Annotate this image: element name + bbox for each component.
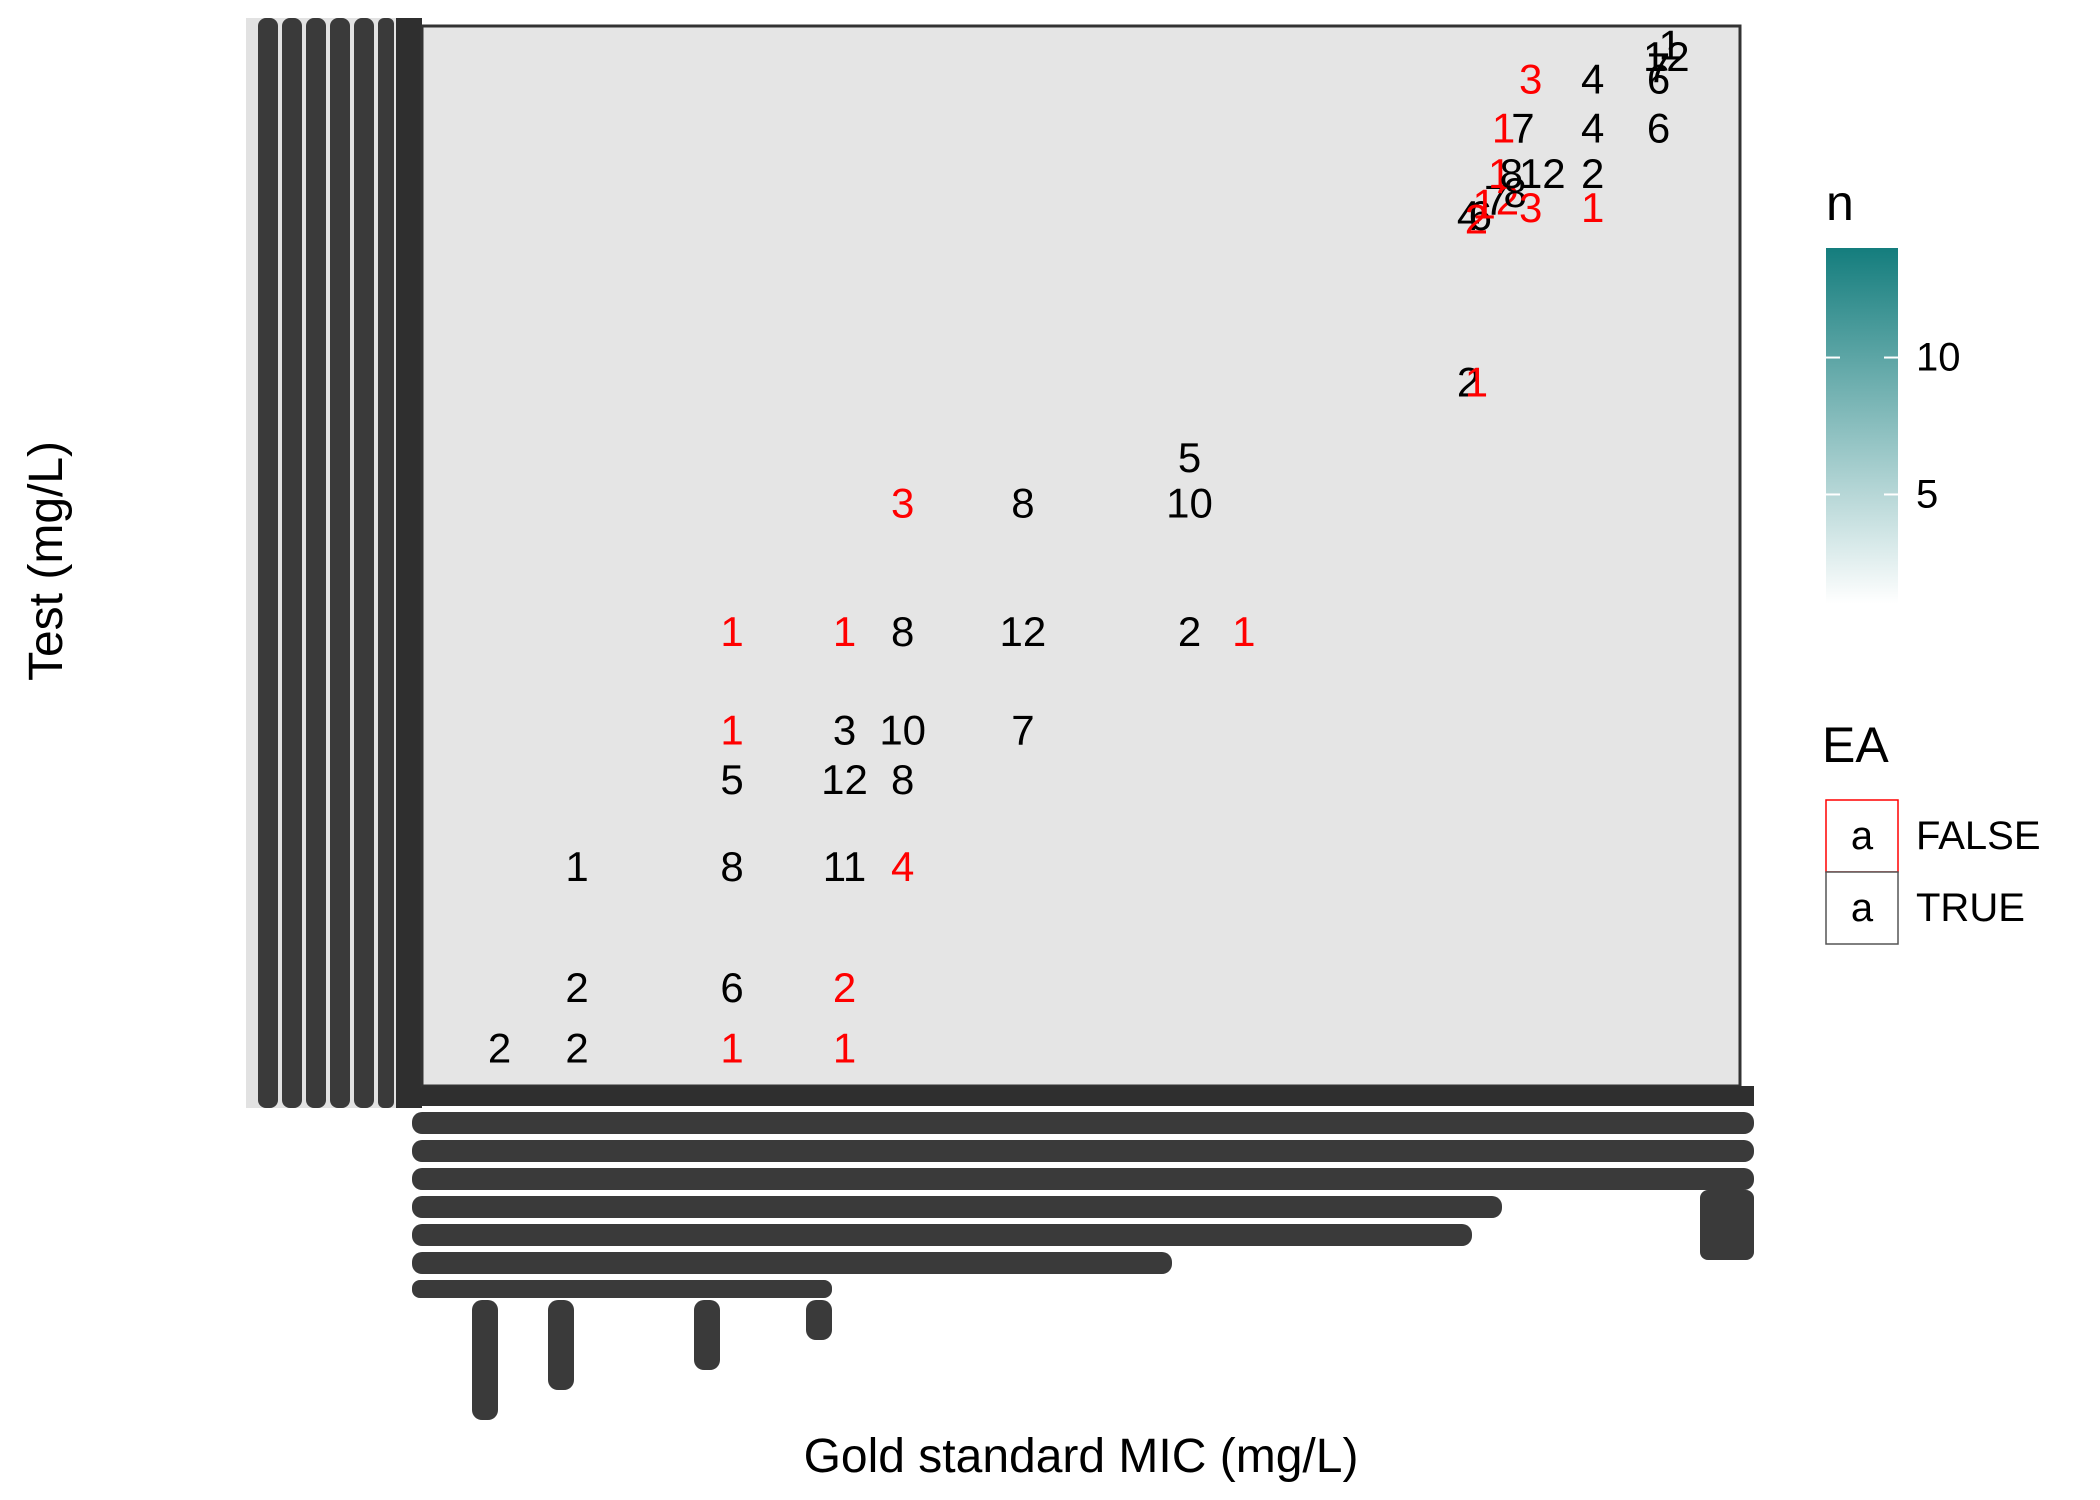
fill-legend-title: n <box>1826 175 1854 231</box>
cell-label: 8 <box>720 843 743 890</box>
cell-label: 10 <box>1166 480 1213 527</box>
cell-label: 1 <box>1473 180 1496 227</box>
cell-label: 4 <box>1457 192 1480 239</box>
cell-label: 3 <box>833 707 856 754</box>
cell-label: 4 <box>1581 105 1604 152</box>
cell-label: 4 <box>1581 56 1604 103</box>
cell-label: 1 <box>1488 150 1511 197</box>
y-tick-overplot <box>246 18 422 1108</box>
ea-legend-key-glyph: a <box>1851 886 1874 930</box>
plot-panel <box>420 24 1742 1088</box>
cell-label: 1 <box>1581 184 1604 231</box>
cell-label: 3 <box>1519 56 1542 103</box>
cell-label: 2 <box>488 1025 511 1072</box>
cell-label: 1 <box>1465 358 1488 405</box>
cell-label: 8 <box>1500 150 1523 197</box>
cell-labels: 2 2 1 12 6 21 8 11 45 12 81 3 10 71 1 8 12 2 13 8 1052146217… <box>488 21 1690 1071</box>
cell-label: 6 <box>1647 105 1670 152</box>
cell-label: 1 <box>1492 105 1515 152</box>
cell-label: 12 <box>1519 150 1566 197</box>
cell-label: 11 <box>823 843 867 890</box>
ea-legend-title: EA <box>1822 717 1889 773</box>
cell-label: 2 <box>1496 177 1519 224</box>
cell-label: 3 <box>891 480 914 527</box>
cell-label: 2 <box>1178 608 1201 655</box>
cell-label: 1 <box>565 843 588 890</box>
cell-label: 4 <box>891 843 914 890</box>
ea-legend-keys: a FALSE a TRUE <box>1825 799 2041 945</box>
ea-legend-label: TRUE <box>1916 886 2025 930</box>
cell-label: 7 <box>1511 105 1534 152</box>
cell-label: 1 <box>833 608 856 655</box>
cell-label: 2 <box>1465 196 1488 243</box>
cell-label: 1 <box>720 608 743 655</box>
cell-label: 12 <box>821 756 868 803</box>
cell-label: 8 <box>1504 169 1527 216</box>
fill-legend-tick-label: 10 <box>1916 336 1961 380</box>
cell-label: 5 <box>720 756 743 803</box>
cell-label: 2 <box>1581 150 1604 197</box>
fill-legend-ticks: 5 10 <box>1826 336 1961 516</box>
x-axis-title: Gold standard MIC (mg/L) <box>804 1430 1359 1483</box>
cell-label: 1 <box>1232 608 1255 655</box>
cell-label: 1 <box>720 1025 743 1072</box>
y-axis-title: Test (mg/L) <box>20 441 73 681</box>
cell-label: 6 <box>1647 56 1670 103</box>
fill-legend-tick-label: 5 <box>1916 472 1938 516</box>
cell-label: 8 <box>891 756 914 803</box>
cell-label: 8 <box>891 608 914 655</box>
cell-label: 2 <box>1457 358 1480 405</box>
cell-label: 12 <box>1643 33 1690 80</box>
x-tick-overplot <box>412 1086 1754 1420</box>
cell-label: 8 <box>1011 480 1034 527</box>
cell-label: 6 <box>720 964 743 1011</box>
cell-label: 3 <box>1519 184 1542 231</box>
cell-label: 1 <box>833 1025 856 1072</box>
fill-legend: n 5 10 <box>1826 175 1961 604</box>
cell-label: 7 <box>1647 44 1670 91</box>
ea-legend-key-box <box>1825 799 1899 873</box>
fill-legend-colorbar <box>1826 248 1898 604</box>
cell-label: 2 <box>565 1025 588 1072</box>
cell-label: 2 <box>833 964 856 1011</box>
cell-label: 2 <box>565 964 588 1011</box>
cell-label: 1 <box>720 707 743 754</box>
ea-legend: EA a FALSE a TRUE <box>1822 717 2041 945</box>
ea-legend-key-glyph: a <box>1851 814 1874 858</box>
cell-label: 12 <box>1000 608 1047 655</box>
cell-label: 6 <box>1469 192 1492 239</box>
ea-legend-key-box <box>1825 871 1899 945</box>
cell-label: 10 <box>879 707 926 754</box>
cell-label: 1 <box>1659 21 1682 68</box>
cell-label: 5 <box>1178 434 1201 481</box>
ea-legend-label: FALSE <box>1916 814 2041 858</box>
cell-label: 7 <box>1011 707 1034 754</box>
cell-label: 7 <box>1484 177 1507 224</box>
